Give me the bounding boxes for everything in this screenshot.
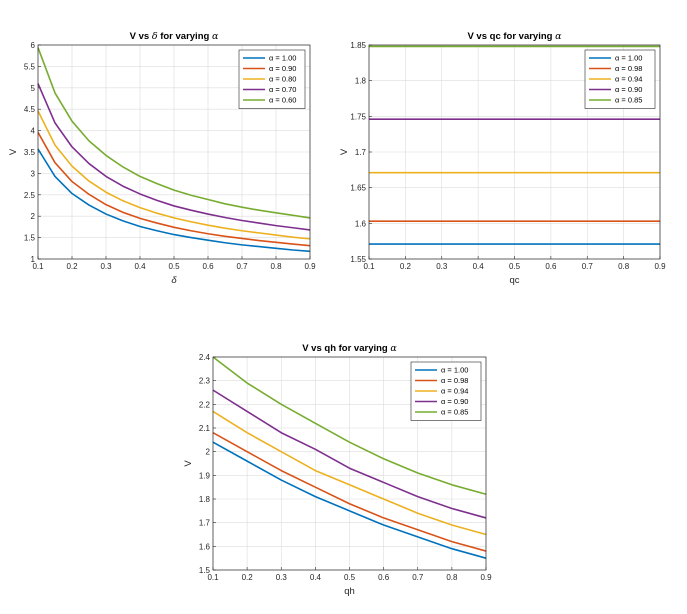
- subplot-2: 0.1 0.2 0.3 0.4 0.5 0.6 0.7 0.8 0.9 1.55 1.6 1.65 1.…: [339, 31, 666, 286]
- series-line-4: [212, 389, 487, 519]
- x-tick-label: 0.5: [168, 262, 180, 271]
- axes-frame: [368, 44, 661, 260]
- x-tick-label: 0.3: [100, 262, 112, 271]
- x-tick-label: 0.5: [344, 573, 356, 582]
- y-tick-label: 1: [31, 255, 36, 264]
- y-tick-label: 1.7: [355, 148, 367, 157]
- legend-label-1: α = 1.00: [269, 54, 296, 63]
- y-tick-label: 3: [31, 169, 36, 178]
- y-tick-label: 5.5: [24, 62, 36, 71]
- x-tick-label: 0.3: [276, 573, 288, 582]
- x-tick-label: 0.8: [618, 262, 630, 271]
- x-tick-label: 0.2: [400, 262, 412, 271]
- x-tick-label: 0.6: [545, 262, 557, 271]
- x-tick-label: 0.9: [654, 262, 666, 271]
- chart-title: V vs qc for varying α: [467, 31, 562, 42]
- chart-title: V vs qh for varying α: [302, 343, 397, 354]
- legend-label-4: α = 0.70: [269, 85, 296, 94]
- y-tick-label: 1.85: [350, 41, 366, 50]
- subplot-1: 0.1 0.2 0.3 0.4 0.5 0.6 0.7 0.8 0.9 1 1.5 2 2.5 3 3.5 4…: [8, 31, 316, 286]
- y-tick-label: 4.5: [24, 105, 36, 114]
- series-line-2: [37, 131, 311, 247]
- legend-label-1: α = 1.00: [615, 54, 642, 63]
- y-tick-label: 1.6: [199, 542, 211, 551]
- legend-label-2: α = 0.90: [269, 64, 296, 73]
- legend-label-4: α = 0.90: [615, 85, 642, 94]
- legend-label-5: α = 0.85: [441, 408, 468, 417]
- x-tick-label: 0.4: [134, 262, 146, 271]
- x-tick-label: 0.4: [473, 262, 485, 271]
- series-line-4: [37, 83, 311, 231]
- series-line-1: [37, 148, 311, 253]
- y-tick-label: 2.5: [24, 191, 36, 200]
- axes-frame: [212, 356, 487, 571]
- y-axis-label: V: [339, 148, 350, 155]
- y-tick-label: 2.4: [199, 353, 211, 362]
- series-line-1: [212, 441, 487, 559]
- legend: α = 1.00α = 0.98 α = 0.94α = 0.90 α = 0.85: [410, 361, 482, 421]
- x-tick-label: 0.2: [66, 262, 78, 271]
- y-tick-label: 3.5: [24, 148, 36, 157]
- x-tick-label: 0.9: [304, 262, 316, 271]
- x-tick-label: 0.1: [32, 262, 44, 271]
- chart-title: V vs δ for varying α: [130, 31, 219, 42]
- y-tick-label: 1.7: [199, 519, 211, 528]
- legend-label-1: α = 1.00: [441, 366, 468, 375]
- legend-label-5: α = 0.85: [615, 96, 642, 105]
- y-tick-label: 2.2: [199, 400, 211, 409]
- y-tick-label: 2.3: [199, 377, 211, 386]
- legend-label-3: α = 0.80: [269, 75, 296, 84]
- x-tick-label: 0.8: [446, 573, 458, 582]
- series-line-3: [37, 110, 311, 240]
- y-tick-label: 6: [31, 41, 36, 50]
- axes-frame: [37, 44, 311, 260]
- x-tick-label: 0.6: [202, 262, 214, 271]
- y-tick-label: 1.55: [350, 255, 366, 264]
- y-tick-label: 1.75: [350, 112, 366, 121]
- x-tick-label: 0.3: [436, 262, 448, 271]
- legend: α = 1.00α = 0.98 α = 0.94α = 0.90 α = 0.85: [584, 49, 656, 109]
- y-axis-label: V: [8, 148, 19, 155]
- x-tick-label: 0.5: [509, 262, 521, 271]
- series-line-5: [37, 47, 311, 219]
- x-tick-label: 0.2: [242, 573, 254, 582]
- legend-label-4: α = 0.90: [441, 397, 468, 406]
- x-tick-label: 0.1: [207, 573, 219, 582]
- x-tick-label: 0.8: [270, 262, 282, 271]
- x-tick-label: 0.7: [582, 262, 594, 271]
- y-tick-label: 1.5: [199, 566, 211, 575]
- x-axis-label: qh: [344, 586, 355, 597]
- y-tick-label: 2.1: [199, 424, 211, 433]
- y-tick-label: 1.65: [350, 184, 366, 193]
- legend-label-2: α = 0.98: [441, 376, 468, 385]
- series-line-3: [212, 410, 487, 536]
- y-tick-label: 2: [31, 212, 36, 221]
- subplot-3: 0.1 0.2 0.3 0.4 0.5 0.6 0.7 0.8 0.9 1.5 1.6 1.7 1.8 1…: [183, 343, 492, 597]
- legend: α = 1.00α = 0.90 α = 0.80α = 0.70 α = 0.60: [238, 49, 306, 109]
- y-tick-label: 1.9: [199, 471, 211, 480]
- legend-label-2: α = 0.98: [615, 64, 642, 73]
- y-tick-label: 1.8: [199, 495, 211, 504]
- y-tick-label: 1.8: [355, 77, 367, 86]
- x-tick-label: 0.7: [412, 573, 424, 582]
- x-axis-label: δ: [171, 275, 177, 286]
- legend-label-3: α = 0.94: [615, 75, 642, 84]
- x-tick-label: 0.4: [310, 573, 322, 582]
- x-tick-label: 0.6: [378, 573, 390, 582]
- legend-label-5: α = 0.60: [269, 96, 296, 105]
- y-tick-label: 5: [31, 84, 36, 93]
- legend-label-3: α = 0.94: [441, 387, 468, 396]
- series-line-2: [212, 432, 487, 552]
- series-line-5: [212, 356, 487, 496]
- x-tick-label: 0.7: [236, 262, 248, 271]
- y-tick-label: 1.6: [355, 219, 367, 228]
- y-tick-label: 4: [31, 127, 36, 136]
- y-tick-label: 1.5: [24, 234, 36, 243]
- y-axis-label: V: [183, 460, 194, 467]
- x-tick-label: 0.9: [480, 573, 492, 582]
- x-tick-label: 0.1: [363, 262, 375, 271]
- x-axis-label: qc: [509, 275, 519, 286]
- y-tick-label: 2: [206, 448, 211, 457]
